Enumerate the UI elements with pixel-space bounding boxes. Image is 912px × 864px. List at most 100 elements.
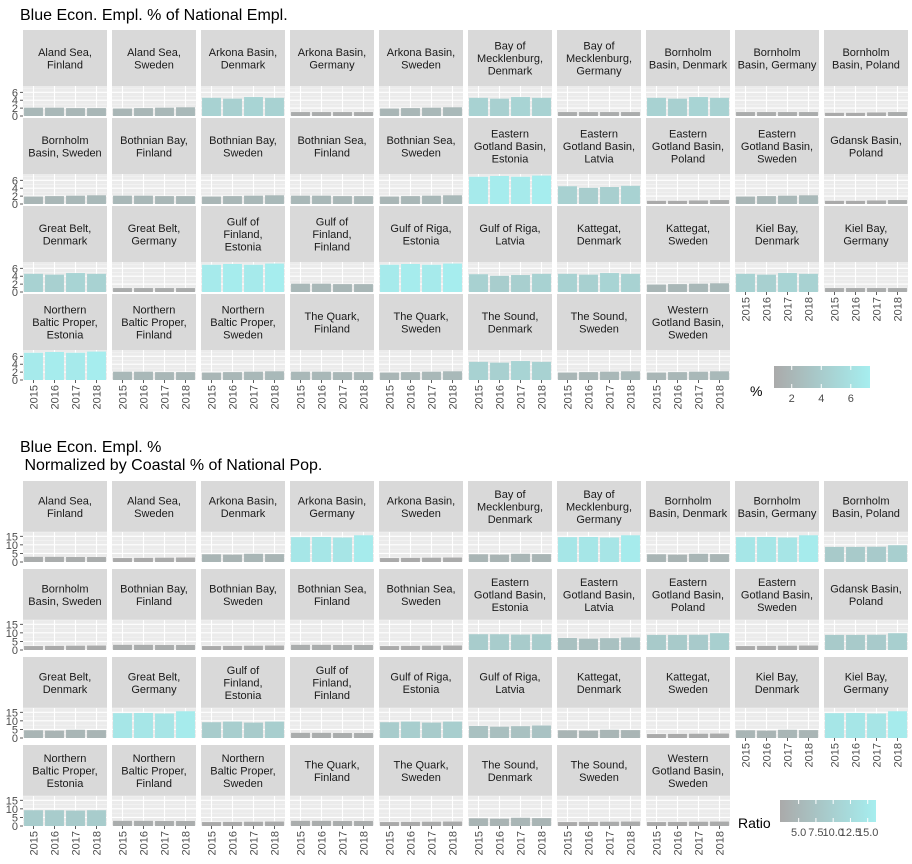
- bar: [265, 554, 284, 562]
- facet-label: Arkona Basin, Denmark: [209, 47, 277, 72]
- facet-panel: Bornholm Basin, Germany: [735, 481, 819, 563]
- bar: [558, 112, 577, 116]
- bar: [176, 557, 195, 562]
- bar: [689, 634, 708, 650]
- facet-label: Northern Baltic Proper, Estonia: [32, 753, 97, 790]
- panel-background: [23, 620, 107, 650]
- facet-strip: [290, 569, 374, 620]
- bar: [621, 112, 640, 116]
- facet-strip: [646, 30, 730, 86]
- legend-tick-label: 15.0: [857, 827, 878, 839]
- x-tick-label: 2018: [893, 297, 905, 321]
- bar: [401, 372, 420, 380]
- bar: [443, 263, 462, 292]
- bar: [511, 176, 530, 204]
- facet-panel: Kattegat, Sweden: [646, 206, 730, 293]
- facet-label: Bay of Mecklenburg, Germany: [566, 489, 632, 526]
- bar: [689, 371, 708, 380]
- bar: [87, 273, 106, 292]
- bar: [176, 711, 195, 738]
- x-tick-label: 2016: [317, 831, 329, 855]
- bar: [532, 554, 551, 562]
- bar: [354, 535, 373, 562]
- bar: [24, 810, 43, 826]
- bar: [66, 352, 85, 380]
- bar: [87, 557, 106, 562]
- facet-strip: [23, 481, 107, 532]
- bar: [134, 195, 153, 204]
- facet-label: Bothnian Bay, Finland: [120, 135, 188, 160]
- facet-panel: Great Belt, Germany: [112, 657, 196, 739]
- bar: [825, 713, 844, 738]
- facet-label: Kiel Bay, Germany: [843, 671, 889, 696]
- facet-label: Western Gotland Basin, Sweden: [652, 305, 724, 342]
- x-tick-label: 2017: [338, 385, 350, 409]
- panel-background: [379, 532, 463, 562]
- bar: [846, 288, 865, 292]
- bar: [558, 273, 577, 292]
- facet-label: Northern Baltic Proper, Sweden: [210, 753, 275, 790]
- x-tick-label: 2015: [207, 385, 219, 409]
- bar: [265, 645, 284, 650]
- facet-strip: [646, 206, 730, 262]
- bar: [45, 730, 64, 738]
- x-tick-label: 2015: [563, 385, 575, 409]
- y-tick-label: 2: [12, 367, 18, 379]
- y-tick-label: 6: [12, 87, 18, 99]
- facet-panel: Eastern Gotland Basin, Estonia: [468, 118, 552, 205]
- bar: [888, 288, 907, 292]
- bar: [443, 371, 462, 380]
- facet-label: Eastern Gotland Basin, Sweden: [741, 577, 813, 614]
- facet-label: Kattegat, Denmark: [577, 223, 622, 248]
- y-tick-label: 2: [12, 279, 18, 291]
- facet-strip: [646, 745, 730, 796]
- bar: [401, 196, 420, 204]
- bar: [846, 546, 865, 562]
- y-tick-label: 4: [12, 95, 18, 107]
- facet-strip: [646, 481, 730, 532]
- facet-panel: Northern Baltic Proper, Finland 2015 2016 201…: [112, 294, 196, 409]
- bar: [134, 288, 153, 292]
- facet-label: The Quark, Finland: [304, 759, 359, 784]
- y-tick-label: 6: [12, 351, 18, 363]
- facet-label: Arkona Basin, Germany: [298, 495, 366, 520]
- bar: [422, 557, 441, 562]
- bar: [757, 274, 776, 292]
- facet-strip: [379, 206, 463, 262]
- bar: [689, 97, 708, 116]
- facet-panel: Bothnian Bay, Sweden: [201, 118, 285, 205]
- y-tick-label: 15: [6, 707, 18, 719]
- bar: [532, 634, 551, 650]
- facet-panel: Northern Baltic Proper, Sweden 2015 2016 2017…: [201, 745, 285, 855]
- bar: [579, 187, 598, 204]
- bar: [799, 535, 818, 562]
- x-tick-label: 2017: [338, 831, 350, 855]
- facet-strip: [23, 294, 107, 350]
- bar: [113, 713, 132, 738]
- facet-strip: [290, 118, 374, 174]
- bar: [710, 633, 729, 650]
- bar: [202, 264, 221, 292]
- bar: [443, 107, 462, 116]
- bar: [600, 273, 619, 292]
- bar: [579, 821, 598, 826]
- bar: [579, 730, 598, 738]
- panel-background: [735, 620, 819, 650]
- bar: [710, 554, 729, 562]
- panel-background: [646, 796, 730, 826]
- panel-background: [112, 262, 196, 292]
- facet-strip: [112, 481, 196, 532]
- bar: [155, 821, 174, 826]
- bar: [600, 112, 619, 116]
- bar: [710, 97, 729, 116]
- bar: [668, 200, 687, 204]
- bar: [333, 284, 352, 292]
- bar: [647, 634, 666, 650]
- x-tick-label: 2015: [563, 831, 575, 855]
- bar: [558, 638, 577, 650]
- bar: [532, 273, 551, 292]
- facet-label: Bay of Mecklenburg, Denmark: [477, 41, 543, 78]
- facet-strip: [379, 481, 463, 532]
- y-tick-label: 2: [12, 103, 18, 115]
- bar: [846, 634, 865, 650]
